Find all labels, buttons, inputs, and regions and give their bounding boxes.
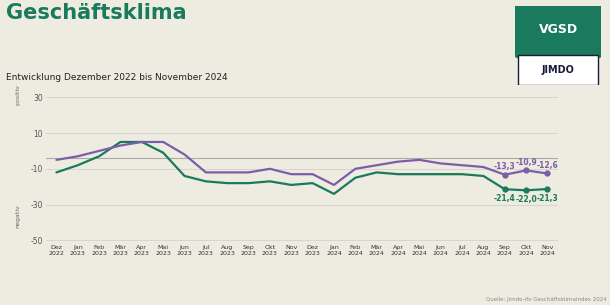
Text: -22,0: -22,0 bbox=[515, 195, 537, 204]
Text: negativ: negativ bbox=[15, 204, 20, 228]
Text: -21,4: -21,4 bbox=[494, 194, 515, 203]
Text: Quelle: Jimdo-ifo Geschäftsklimaindex 2024: Quelle: Jimdo-ifo Geschäftsklimaindex 20… bbox=[486, 297, 607, 302]
Text: -12,6: -12,6 bbox=[537, 161, 558, 170]
Text: -13,3: -13,3 bbox=[494, 162, 515, 171]
Text: -21,3: -21,3 bbox=[537, 193, 558, 203]
Text: Entwicklung Dezember 2022 bis November 2024: Entwicklung Dezember 2022 bis November 2… bbox=[6, 73, 228, 82]
FancyBboxPatch shape bbox=[513, 2, 603, 59]
Text: JIMDO: JIMDO bbox=[542, 65, 575, 75]
Text: -10,9: -10,9 bbox=[515, 158, 537, 167]
Text: VGSD: VGSD bbox=[539, 23, 578, 36]
Text: Geschäftsklima: Geschäftsklima bbox=[6, 3, 187, 23]
FancyBboxPatch shape bbox=[518, 55, 598, 85]
Text: positiv: positiv bbox=[15, 84, 20, 105]
